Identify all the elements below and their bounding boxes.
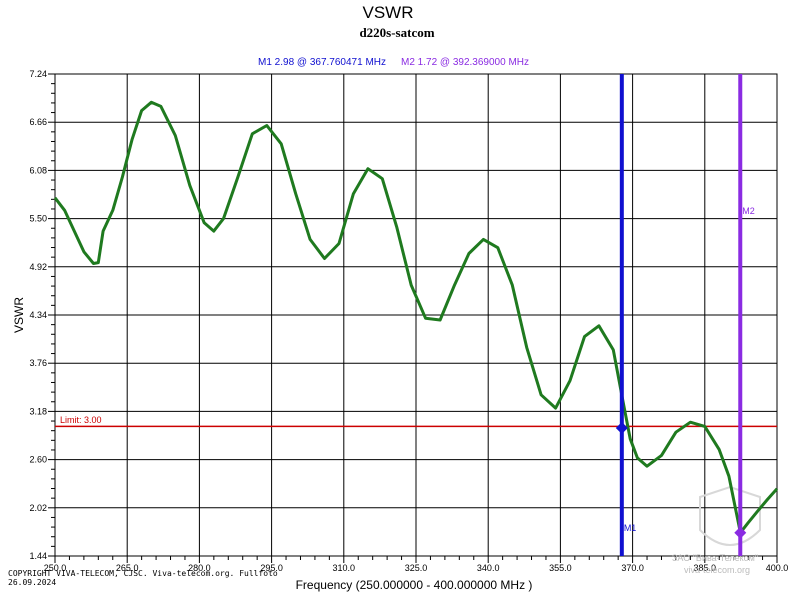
x-tick-label: 370.0 xyxy=(621,563,644,573)
x-tick-label: 265.0 xyxy=(116,563,139,573)
x-tick-label: 250.0 xyxy=(44,563,67,573)
y-tick-label: 6.08 xyxy=(29,165,47,175)
watermark: ЗАО "Вива-Телеком" viva-telecom.org xyxy=(672,485,761,575)
watermark-text-1: ЗАО "Вива-Телеком" xyxy=(672,553,758,563)
y-tick-label: 3.18 xyxy=(29,406,47,416)
m1-readout: M1 2.98 @ 367.760471 MHz xyxy=(258,57,386,68)
limit-label: Limit: 3.00 xyxy=(60,415,102,425)
minor-ticks xyxy=(51,83,764,560)
marker-lines: M1 M2 xyxy=(615,74,755,556)
x-tick-label: 355.0 xyxy=(549,563,572,573)
x-axis-label: Frequency (250.000000 - 400.000000 MHz ) xyxy=(296,578,533,592)
y-tick-label: 2.02 xyxy=(29,503,47,513)
x-tick-label: 325.0 xyxy=(405,563,428,573)
watermark-text-2: viva-telecom.org xyxy=(684,565,750,575)
y-tick-label: 4.92 xyxy=(29,262,47,272)
y-tick-label: 3.76 xyxy=(29,358,47,368)
y-tick-label: 1.44 xyxy=(29,551,47,561)
x-tick-labels: 250.0 265.0 280.0 295.0 310.0 325.0 340.0 355.0… xyxy=(44,556,789,573)
x-tick-label: 340.0 xyxy=(477,563,500,573)
copyright-line-2: 26.09.2024 xyxy=(8,578,56,587)
y-tick-label: 5.50 xyxy=(29,214,47,224)
y-tick-label: 2.60 xyxy=(29,455,47,465)
y-tick-label: 7.24 xyxy=(29,69,47,79)
x-tick-label: 400.0 xyxy=(766,563,789,573)
marker-label-m1: M1 xyxy=(624,523,637,533)
marker-point-m2 xyxy=(734,526,747,539)
copyright-line-1: COPYRIGHT VIVA-TELECOM, CJSC. Viva-telec… xyxy=(8,569,278,578)
chart-title: VSWR xyxy=(363,3,414,22)
grid-lines xyxy=(55,74,777,556)
y-tick-label: 6.66 xyxy=(29,117,47,127)
x-tick-label: 280.0 xyxy=(188,563,211,573)
x-tick-label: 295.0 xyxy=(260,563,283,573)
vswr-trace xyxy=(53,100,779,535)
m2-readout: M2 1.72 @ 392.369000 MHz xyxy=(401,57,529,68)
y-axis-label: VSWR xyxy=(12,297,26,333)
marker-label-m2: M2 xyxy=(742,206,755,216)
x-tick-label: 385.0 xyxy=(694,563,717,573)
marker-point-m1 xyxy=(615,422,628,435)
chart-subtitle: d220s-satcom xyxy=(359,25,434,40)
watermark-logo xyxy=(699,485,761,546)
y-tick-labels: 1.44 2.02 2.60 3.18 3.76 4.34 4.92 5.50 6.08 6.66… xyxy=(29,69,55,561)
y-tick-label: 4.34 xyxy=(29,310,47,320)
x-tick-label: 310.0 xyxy=(333,563,356,573)
